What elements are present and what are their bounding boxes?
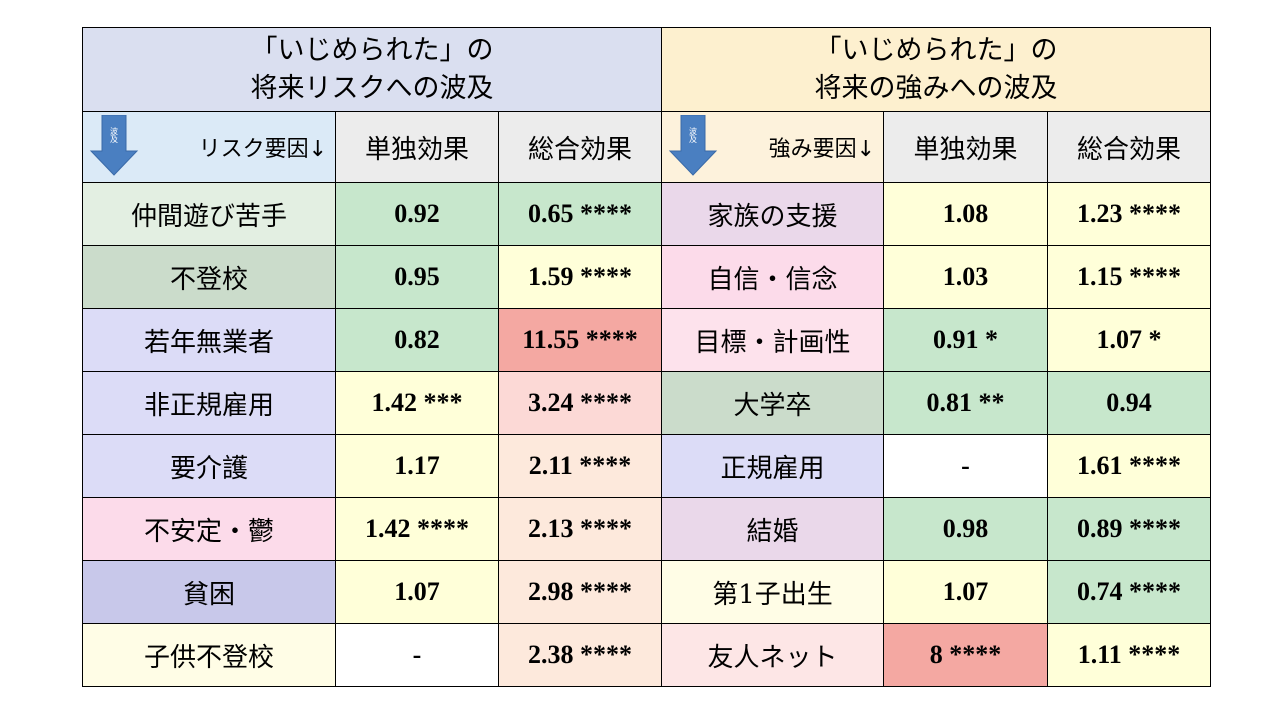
right-total-effect-cell: 0.89 **** — [1047, 497, 1212, 561]
left-single-effect-cell: 1.42 **** — [335, 497, 499, 561]
down-arrow-shape — [668, 115, 718, 176]
table-row: 非正規雇用 1.42 *** 3.24 **** 大学卒 0.81 ** 0.94 — [82, 371, 1212, 435]
right-single-effect-cell: 8 **** — [883, 623, 1049, 687]
right-single-effect-cell: 1.08 — [883, 182, 1049, 246]
left-single-header: 単独効果 — [335, 111, 499, 183]
down-arrow-label: 波及 — [110, 126, 119, 144]
right-factor-header: 波及 強み要因↓ — [661, 111, 885, 183]
right-single-effect-cell: 1.07 — [883, 560, 1049, 624]
right-single-effect-cell: 1.03 — [883, 245, 1049, 309]
table-row: 子供不登校 -2.38 **** 友人ネット 8 **** 1.11 **** — [82, 623, 1212, 687]
left-single-effect-cell: 0.82 — [335, 308, 499, 372]
right-single-effect-cell: 0.98 — [883, 497, 1049, 561]
left-single-effect-cell: 1.17 — [335, 434, 499, 498]
right-factor-cell: 自信・信念 — [661, 245, 885, 309]
right-factor-cell: 正規雇用 — [661, 434, 885, 498]
right-factor-cell: 友人ネット — [661, 623, 885, 687]
right-factor-cell: 結婚 — [661, 497, 885, 561]
left-total-effect-cell: 3.24 **** — [497, 371, 663, 435]
right-total-effect-cell: 1.23 **** — [1047, 182, 1212, 246]
left-factor-cell: 非正規雇用 — [82, 371, 336, 435]
left-total-effect-cell: 11.55 **** — [497, 308, 663, 372]
right-single-effect-cell: - — [883, 434, 1049, 498]
table-row: 仲間遊び苦手 0.92 0.65 **** 家族の支援 1.08 1.23 **** — [82, 182, 1212, 246]
left-title-line-2: 将来リスクへの波及 — [250, 72, 494, 104]
left-title-line-1: 「いじめられた」の — [250, 34, 494, 66]
left-factor-cell: 不安定・鬱 — [82, 497, 336, 561]
left-total-effect-cell: 2.98 **** — [497, 560, 663, 624]
right-total-effect-cell: 0.94 — [1047, 371, 1212, 435]
right-factor-cell: 家族の支援 — [661, 182, 885, 246]
table-row: 貧困 1.07 2.98 **** 第1子出生 1.07 0.74 **** — [82, 560, 1212, 624]
left-factor-cell: 貧困 — [82, 560, 336, 624]
left-factor-cell: 仲間遊び苦手 — [82, 182, 336, 246]
title-row: 「いじめられた」の 将来リスクへの波及 「いじめられた」の 将来の強みへの波及 — [81, 27, 1212, 112]
right-factor-cell: 第1子出生 — [661, 560, 885, 624]
right-total-effect-cell: 1.07 * — [1047, 308, 1212, 372]
right-title-line-2: 将来の強みへの波及 — [814, 72, 1058, 104]
right-single-effect-cell: 0.91 * — [883, 308, 1049, 372]
left-single-effect-cell: 0.95 — [335, 245, 499, 309]
left-single-effect-cell: 0.92 — [335, 182, 499, 246]
table-row: 若年無業者 0.82 11.55 **** 目標・計画性 0.91 * 1.07 * — [82, 308, 1212, 372]
left-factor-header: 波及 リスク要因↓ — [82, 111, 336, 183]
down-arrow-icon: 波及 — [89, 115, 139, 176]
right-title-line-1: 「いじめられた」の — [814, 34, 1058, 66]
table-row: 不登校 0.95 1.59 **** 自信・信念 1.03 1.15 **** — [82, 245, 1212, 309]
right-total-effect-cell: 1.61 **** — [1047, 434, 1212, 498]
right-total-effect-cell: 1.15 **** — [1047, 245, 1212, 309]
left-factor-cell: 不登校 — [82, 245, 336, 309]
left-factor-cell: 若年無業者 — [82, 308, 336, 372]
left-factor-header-label: リスク要因↓ — [198, 137, 327, 162]
right-factor-cell: 大学卒 — [661, 371, 885, 435]
table-row: 要介護 1.17 2.11 **** 正規雇用 -1.61 **** — [82, 434, 1212, 498]
right-total-effect-cell: 0.74 **** — [1047, 560, 1212, 624]
left-total-effect-cell: 0.65 **** — [497, 182, 663, 246]
table-row: 不安定・鬱 1.42 **** 2.13 **** 結婚 0.98 0.89 **** — [82, 497, 1212, 561]
left-factor-cell: 要介護 — [82, 434, 336, 498]
left-total-effect-cell: 2.11 **** — [497, 434, 663, 498]
effects-table: 「いじめられた」の 将来リスクへの波及 「いじめられた」の 将来の強みへの波及 … — [81, 27, 1212, 687]
right-factor-header-label: 強み要因↓ — [768, 137, 876, 162]
left-factor-cell: 子供不登校 — [82, 623, 336, 687]
down-arrow-icon: 波及 — [668, 115, 718, 176]
left-title-cell: 「いじめられた」の 将来リスクへの波及 — [81, 27, 663, 112]
down-arrow-shape — [89, 115, 139, 176]
right-total-effect-cell: 1.11 **** — [1047, 623, 1212, 687]
right-single-header: 単独効果 — [883, 111, 1049, 183]
right-single-effect-cell: 0.81 ** — [883, 371, 1049, 435]
left-total-header: 総合効果 — [497, 111, 663, 183]
right-total-header: 総合効果 — [1047, 111, 1212, 183]
left-total-effect-cell: 2.13 **** — [497, 497, 663, 561]
left-single-effect-cell: 1.42 *** — [335, 371, 499, 435]
left-single-effect-cell: 1.07 — [335, 560, 499, 624]
down-arrow-label: 波及 — [689, 126, 698, 144]
left-total-effect-cell: 1.59 **** — [497, 245, 663, 309]
right-title-cell: 「いじめられた」の 将来の強みへの波及 — [661, 27, 1212, 112]
left-total-effect-cell: 2.38 **** — [497, 623, 663, 687]
left-single-effect-cell: - — [335, 623, 499, 687]
header-row: 波及 リスク要因↓ 単独効果 総合効果 波及 強み要因↓ 単独効果 総合効果 — [82, 111, 1212, 183]
right-factor-cell: 目標・計画性 — [661, 308, 885, 372]
